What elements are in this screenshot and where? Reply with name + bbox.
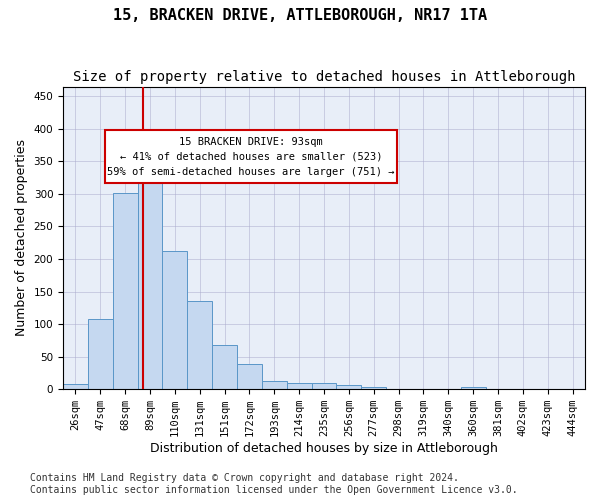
- Bar: [361, 388, 386, 389]
- Bar: [337, 386, 361, 389]
- Bar: [63, 384, 88, 389]
- Title: Size of property relative to detached houses in Attleborough: Size of property relative to detached ho…: [73, 70, 575, 84]
- FancyBboxPatch shape: [105, 130, 397, 184]
- Text: 15 BRACKEN DRIVE: 93sqm
← 41% of detached houses are smaller (523)
59% of semi-d: 15 BRACKEN DRIVE: 93sqm ← 41% of detache…: [107, 137, 395, 176]
- Bar: [88, 319, 113, 389]
- Text: 15, BRACKEN DRIVE, ATTLEBOROUGH, NR17 1TA: 15, BRACKEN DRIVE, ATTLEBOROUGH, NR17 1T…: [113, 8, 487, 22]
- Bar: [212, 345, 237, 389]
- Bar: [137, 154, 163, 389]
- Bar: [262, 381, 287, 389]
- X-axis label: Distribution of detached houses by size in Attleborough: Distribution of detached houses by size …: [150, 442, 498, 455]
- Bar: [113, 192, 137, 389]
- Y-axis label: Number of detached properties: Number of detached properties: [15, 140, 28, 336]
- Bar: [237, 364, 262, 389]
- Bar: [311, 384, 337, 389]
- Bar: [187, 300, 212, 389]
- Bar: [287, 382, 311, 389]
- Bar: [163, 250, 187, 389]
- Text: Contains HM Land Registry data © Crown copyright and database right 2024.
Contai: Contains HM Land Registry data © Crown c…: [30, 474, 518, 495]
- Bar: [461, 388, 485, 389]
